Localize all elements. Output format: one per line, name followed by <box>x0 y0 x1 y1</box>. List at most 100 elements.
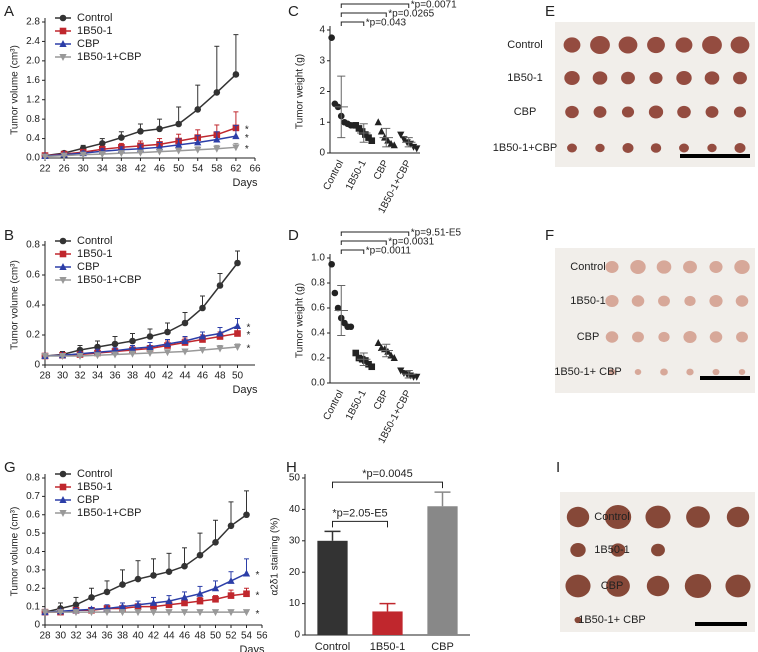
x-tick-label: Control <box>321 158 346 192</box>
p-value: *p=0.0045 <box>362 468 412 480</box>
y-tick-label: 50 <box>289 473 301 484</box>
point <box>347 323 355 331</box>
point <box>242 569 251 577</box>
row-label: 1B50-1 <box>507 72 542 84</box>
y-tick-label: 0.4 <box>311 328 325 339</box>
tumor <box>679 143 689 153</box>
row-label: CBP <box>577 331 600 343</box>
panel-letter: A <box>4 3 14 20</box>
tumor <box>606 575 630 597</box>
tumor <box>593 106 607 118</box>
legend-label: 1B50-1 <box>77 25 112 37</box>
y-tick-label: 2.0 <box>26 55 40 66</box>
x-tick-label: 40 <box>132 631 144 642</box>
point <box>98 140 106 147</box>
x-tick-label: 30 <box>78 164 90 175</box>
bracket <box>340 231 410 236</box>
bracket <box>332 520 388 528</box>
panel-letter: C <box>288 3 299 20</box>
point <box>374 339 382 346</box>
x-tick-label: 52 <box>225 631 237 642</box>
x-tick-label: 48 <box>214 371 226 382</box>
p-value: *p=0.043 <box>366 18 407 29</box>
point <box>41 609 49 617</box>
y-tick-label: 4 <box>319 25 325 36</box>
y-tick-label: 30 <box>289 535 301 546</box>
legend-label: 1B50-1 <box>77 481 112 493</box>
point <box>118 134 125 141</box>
tumor <box>605 295 619 307</box>
tumor <box>618 36 638 54</box>
row-label: CBP <box>514 106 537 118</box>
point <box>56 609 65 617</box>
y-axis-label: Tumor volume (cm³) <box>10 45 21 135</box>
x-tick-label: 62 <box>230 164 242 175</box>
point <box>156 125 163 133</box>
legend-label: CBP <box>77 494 100 506</box>
legend-marker <box>59 54 67 61</box>
point <box>196 551 204 559</box>
point <box>41 353 49 360</box>
point <box>146 333 154 340</box>
tumor <box>734 143 746 153</box>
point <box>79 151 87 159</box>
point <box>118 609 127 617</box>
point <box>390 141 398 149</box>
point <box>88 594 95 601</box>
panel-letter: F <box>545 227 554 244</box>
p-value: *p=0.0031 <box>388 237 434 248</box>
bracket <box>340 240 387 245</box>
point <box>72 609 80 617</box>
point <box>165 609 173 617</box>
tumor <box>735 295 749 307</box>
tumor <box>590 36 610 54</box>
y-tick-label: 0.0 <box>311 378 325 389</box>
point <box>134 575 142 583</box>
significance-mark: * <box>245 125 249 136</box>
x-tick-label: 44 <box>163 631 175 642</box>
point <box>234 330 241 337</box>
x-tick-label: 42 <box>162 371 174 382</box>
x-tick-label: 34 <box>86 631 98 642</box>
point <box>165 601 173 609</box>
point <box>413 145 421 153</box>
x-tick-label: 1B50-1 <box>344 158 369 192</box>
y-tick-label: 1.6 <box>26 75 40 86</box>
x-tick-label: CBP <box>372 158 392 182</box>
point <box>58 353 67 360</box>
point <box>117 150 125 158</box>
y-tick-label: 1 <box>319 117 325 128</box>
row-label: 1B50-1 <box>570 295 605 307</box>
p-value: *p=0.0265 <box>388 9 434 20</box>
point <box>216 282 224 289</box>
point <box>87 609 96 617</box>
tumor <box>736 331 748 343</box>
tumor <box>570 543 586 557</box>
p-value: *p=0.0011 <box>366 246 412 257</box>
point <box>134 600 142 608</box>
point <box>72 601 80 609</box>
tumor <box>631 295 645 307</box>
point <box>196 609 204 617</box>
point <box>213 145 221 153</box>
point <box>196 597 204 605</box>
point <box>163 340 172 347</box>
point <box>149 598 158 606</box>
legend-marker <box>59 277 67 284</box>
tumor <box>634 369 642 375</box>
point <box>175 140 183 148</box>
panel-letter: B <box>4 227 14 244</box>
y-tick-label: 0 <box>294 630 300 641</box>
tumor <box>604 505 632 529</box>
legend-label: Control <box>77 12 112 24</box>
x-tick-label: 28 <box>39 631 51 642</box>
x-tick-label: 50 <box>210 631 222 642</box>
legend-label: CBP <box>77 261 100 273</box>
row-label: 1B50-1+CBP <box>493 142 558 154</box>
bar <box>372 611 403 635</box>
panel-letter: G <box>4 459 16 476</box>
tumor <box>683 260 697 274</box>
y-tick-label: 0.0 <box>26 153 40 164</box>
tumor <box>733 71 747 85</box>
